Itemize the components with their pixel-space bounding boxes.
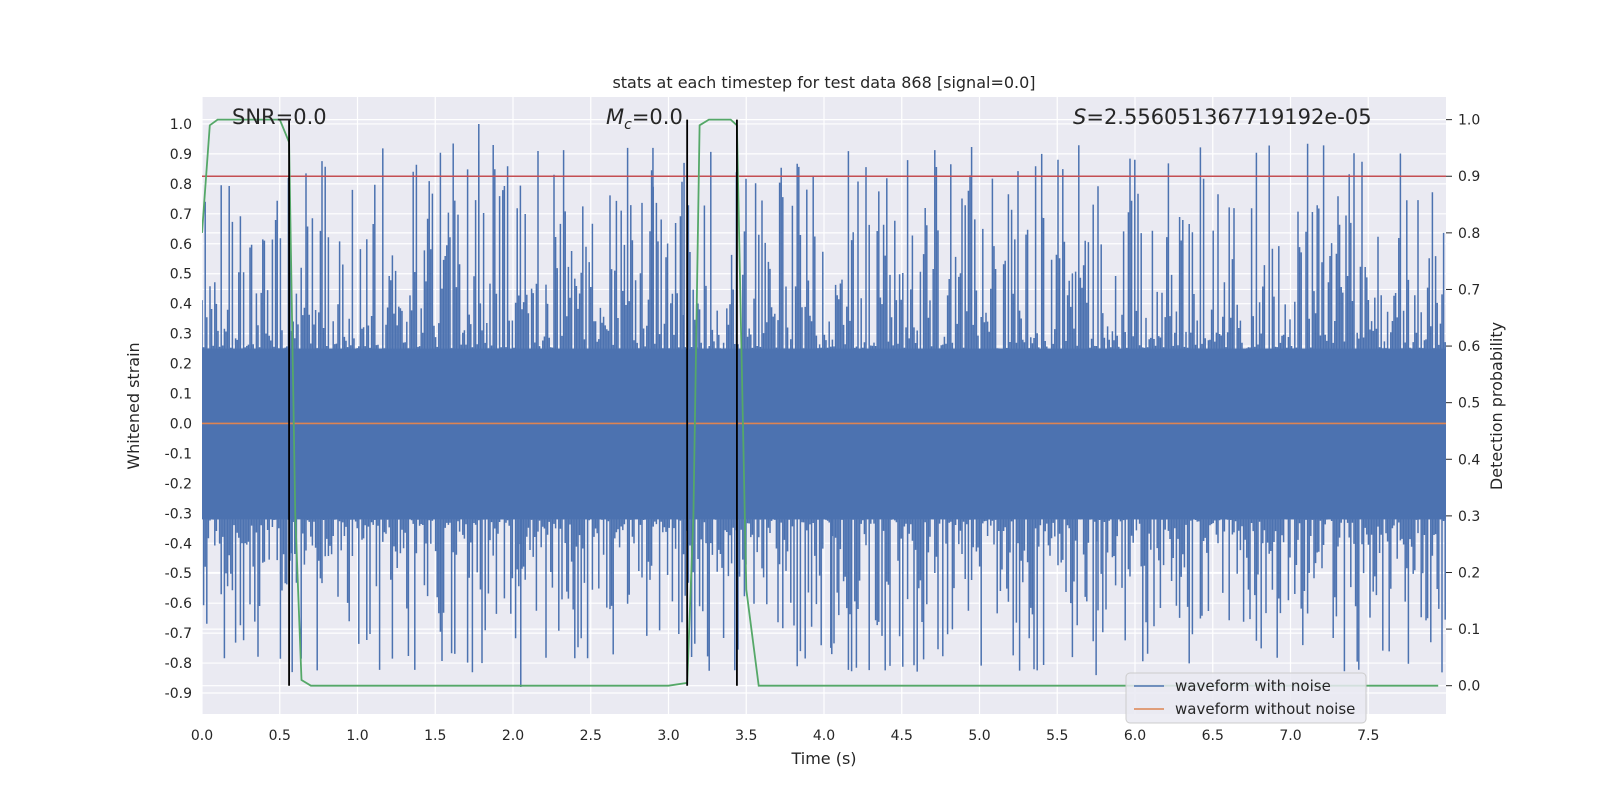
chirp-mass-annotation: Mc=0.0 bbox=[606, 105, 683, 133]
y2-tick-label: 0.0 bbox=[1458, 679, 1480, 695]
snr-annotation: SNR=0.0 bbox=[232, 105, 327, 129]
y-tick-label: 0.9 bbox=[170, 147, 192, 163]
y2-tick-label: 0.7 bbox=[1458, 282, 1480, 298]
y2-tick-label: 0.9 bbox=[1458, 169, 1480, 185]
y-tick-label: -0.5 bbox=[165, 566, 192, 582]
chirp-mass-symbol: M bbox=[606, 105, 624, 129]
y-tick-label: 0.1 bbox=[170, 387, 192, 403]
y-tick-label: -0.7 bbox=[165, 626, 192, 642]
x-tick-label: 7.0 bbox=[1279, 728, 1301, 744]
chirp-mass-value: =0.0 bbox=[632, 105, 683, 129]
x-tick-label: 7.5 bbox=[1357, 728, 1379, 744]
series-waveform-with-noise bbox=[202, 143, 1446, 673]
series-layer bbox=[202, 123, 1446, 688]
y-axis-label: Whitened strain bbox=[124, 342, 143, 469]
y2-tick-label: 0.4 bbox=[1458, 452, 1480, 468]
x-tick-label: 0.5 bbox=[269, 728, 291, 744]
x-tick-label: 1.5 bbox=[424, 728, 446, 744]
y2-axis-label: Detection probability bbox=[1487, 322, 1506, 490]
x-tick-label: 5.0 bbox=[968, 728, 990, 744]
y-tick-label: -0.1 bbox=[165, 446, 192, 462]
y-tick-label: -0.6 bbox=[165, 596, 192, 612]
y2-tick-label: 0.1 bbox=[1458, 622, 1480, 638]
x-tick-label: 4.0 bbox=[813, 728, 835, 744]
x-axis-ticks: 0.0 0.5 1.0 1.5 2.0 2.5 3.0 3.5 4.0 4.5 5.0 5.5 6.0 6… bbox=[191, 728, 1380, 744]
x-tick-label: 5.5 bbox=[1046, 728, 1068, 744]
y-tick-label: 0.6 bbox=[170, 237, 192, 253]
legend-label-noise: waveform with noise bbox=[1175, 677, 1331, 695]
y-tick-label: 1.0 bbox=[170, 117, 192, 133]
x-tick-label: 6.0 bbox=[1124, 728, 1146, 744]
legend: waveform with noise waveform without noi… bbox=[1125, 672, 1367, 724]
y-tick-label: 0.5 bbox=[170, 267, 192, 283]
y-tick-label: -0.3 bbox=[165, 506, 192, 522]
x-axis-label: Time (s) bbox=[790, 749, 856, 768]
y2-tick-label: 0.8 bbox=[1458, 226, 1480, 242]
y-tick-label: -0.2 bbox=[165, 476, 192, 492]
y2-tick-label: 0.2 bbox=[1458, 565, 1480, 581]
x-tick-label: 1.0 bbox=[346, 728, 368, 744]
y-tick-label: 0.3 bbox=[170, 327, 192, 343]
y-tick-label: -0.8 bbox=[165, 656, 192, 672]
y2-tick-label: 1.0 bbox=[1458, 113, 1480, 129]
x-tick-label: 4.5 bbox=[891, 728, 913, 744]
y-axis-ticks: 1.0 0.9 0.8 0.7 0.6 0.5 0.4 0.3 0.2 0.1 0.0 -0.1 -0.… bbox=[165, 117, 192, 702]
y-tick-label: -0.4 bbox=[165, 536, 192, 552]
legend-label-clean: waveform without noise bbox=[1175, 700, 1355, 718]
y-tick-label: 0.7 bbox=[170, 207, 192, 223]
y-tick-label: 0.0 bbox=[170, 416, 192, 432]
x-tick-label: 2.5 bbox=[580, 728, 602, 744]
y-tick-label: -0.9 bbox=[165, 686, 192, 702]
score-annotation: S=2.556051367719192e-05 bbox=[1073, 105, 1372, 129]
overlay-layer bbox=[202, 118, 1446, 687]
x-tick-label: 3.5 bbox=[735, 728, 757, 744]
y2-tick-label: 0.3 bbox=[1458, 509, 1480, 525]
x-tick-label: 3.0 bbox=[657, 728, 679, 744]
y2-axis-ticks: 1.0 0.9 0.8 0.7 0.6 0.5 0.4 0.3 0.2 0.1 0.0 bbox=[1446, 113, 1480, 695]
chart-title: stats at each timestep for test data 868… bbox=[612, 73, 1035, 92]
chirp-mass-subscript: c bbox=[624, 117, 632, 133]
x-tick-label: 6.5 bbox=[1202, 728, 1224, 744]
x-tick-label: 2.0 bbox=[502, 728, 524, 744]
legend-box bbox=[1125, 672, 1367, 724]
y2-tick-label: 0.5 bbox=[1458, 396, 1480, 412]
x-tick-label: 0.0 bbox=[191, 728, 213, 744]
score-symbol: S bbox=[1073, 105, 1086, 129]
y-tick-label: 0.4 bbox=[170, 297, 192, 313]
y-tick-label: 0.8 bbox=[170, 177, 192, 193]
y2-tick-label: 0.6 bbox=[1458, 339, 1480, 355]
y-tick-label: 0.2 bbox=[170, 357, 192, 373]
score-value: =2.556051367719192e-05 bbox=[1086, 105, 1371, 129]
